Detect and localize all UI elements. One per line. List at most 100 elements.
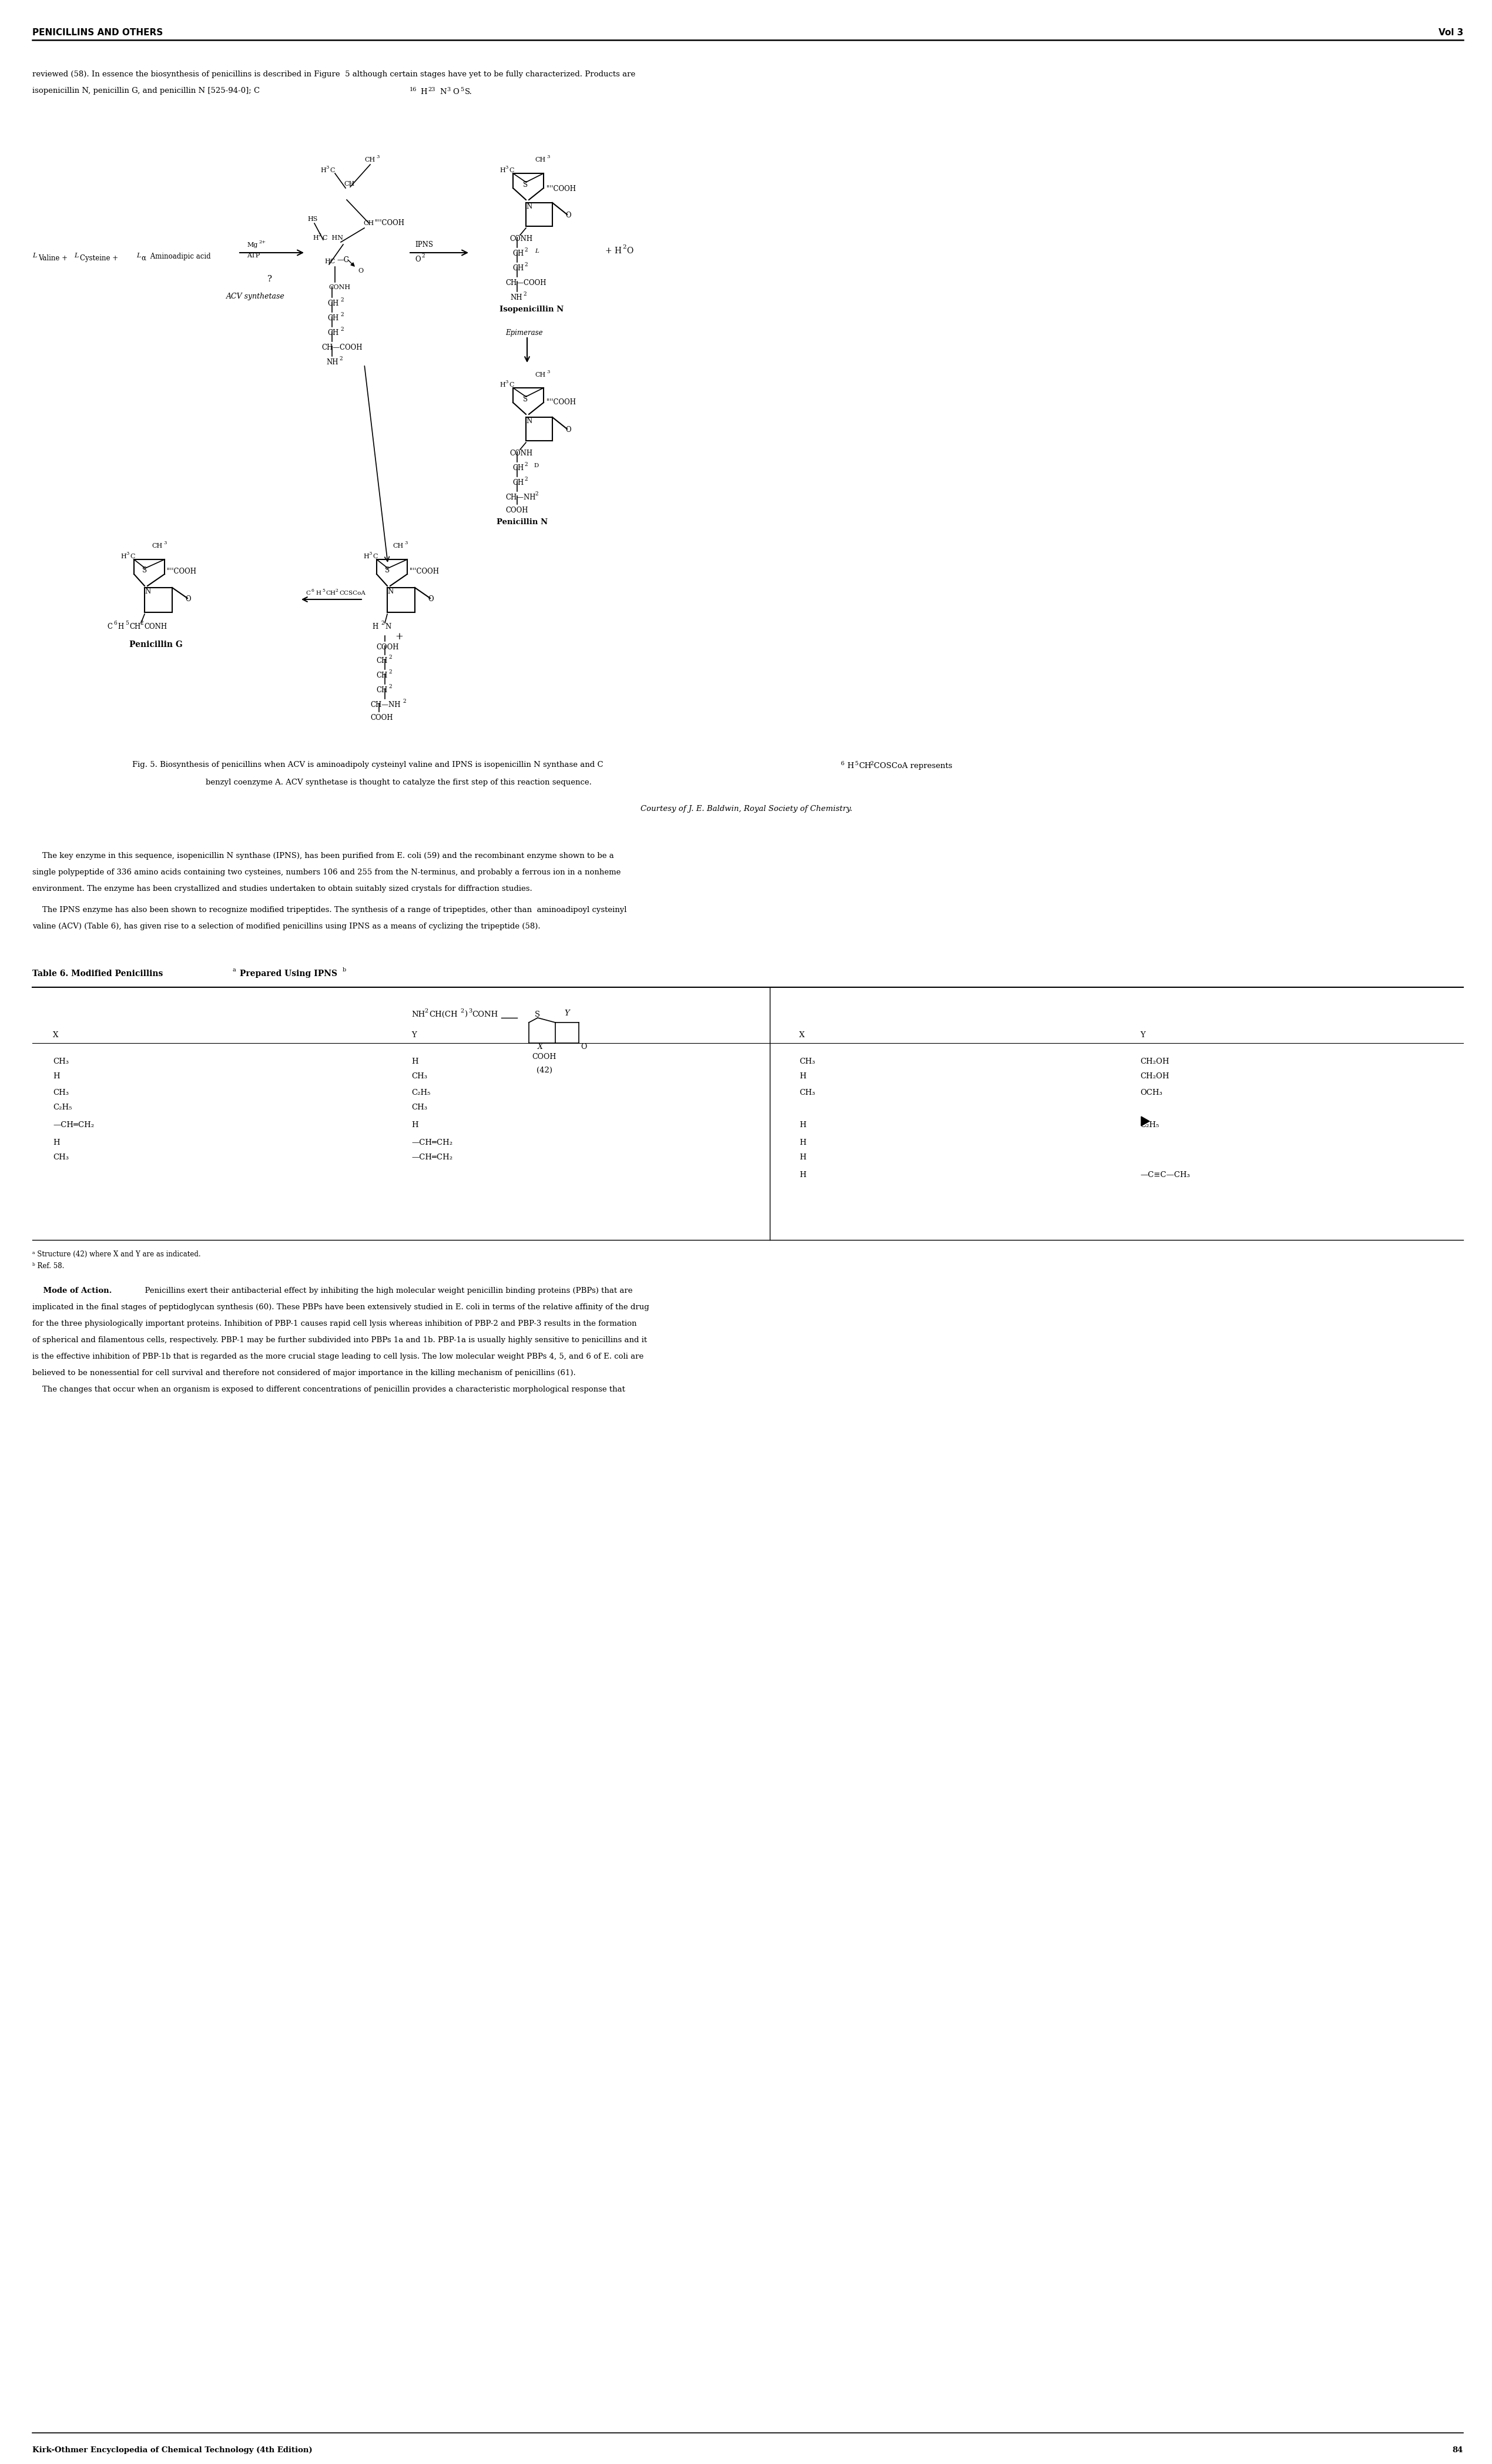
Text: C  HN: C HN <box>322 234 343 241</box>
Text: X: X <box>537 1042 543 1050</box>
Text: CH: CH <box>376 673 388 680</box>
Text: CH—NH: CH—NH <box>370 702 400 710</box>
Text: C: C <box>330 168 334 172</box>
Text: benzyl coenzyme A. ACV synthetase is thought to catalyze the first step of this : benzyl coenzyme A. ACV synthetase is tho… <box>206 779 592 786</box>
Text: NH: NH <box>327 357 339 367</box>
Text: 2: 2 <box>318 232 321 237</box>
Text: L: L <box>136 254 140 259</box>
Text: CH: CH <box>534 158 546 163</box>
Text: 2: 2 <box>870 761 873 766</box>
Text: O: O <box>565 212 571 219</box>
Text: PENICILLINS AND OTHERS: PENICILLINS AND OTHERS <box>33 27 163 37</box>
Text: Mode of Action.: Mode of Action. <box>33 1286 112 1294</box>
Text: CH₃: CH₃ <box>412 1104 427 1111</box>
Text: —C≡C—CH₃: —C≡C—CH₃ <box>1140 1170 1191 1178</box>
Text: 2: 2 <box>388 655 392 660</box>
Text: COSCoA represents: COSCoA represents <box>874 761 952 769</box>
Text: CH: CH <box>327 330 339 338</box>
Text: O: O <box>185 596 191 604</box>
Text: Kirk-Othmer Encyclopedia of Chemical Technology (4th Edition): Kirk-Othmer Encyclopedia of Chemical Tec… <box>33 2447 312 2454</box>
Text: NH: NH <box>412 1010 425 1018</box>
Text: CH: CH <box>858 761 871 769</box>
Text: ): ) <box>464 1010 467 1018</box>
Text: 2: 2 <box>622 244 627 249</box>
Text: H: H <box>372 623 377 631</box>
Text: —CH═CH₂: —CH═CH₂ <box>412 1153 452 1161</box>
Text: H: H <box>800 1138 806 1146</box>
Text: L: L <box>33 254 37 259</box>
Text: CH—COOH: CH—COOH <box>321 345 363 352</box>
Text: Prepared Using IPNS: Prepared Using IPNS <box>237 971 337 978</box>
Text: The key enzyme in this sequence, isopenicillin N synthase (IPNS), has been purif: The key enzyme in this sequence, isopeni… <box>33 853 613 860</box>
Text: ACV synthetase: ACV synthetase <box>227 293 285 301</box>
Text: CH: CH <box>512 264 524 271</box>
Text: O: O <box>452 89 460 96</box>
Text: ?: ? <box>267 276 272 283</box>
Text: HS: HS <box>307 217 318 222</box>
Text: Epimerase: Epimerase <box>506 330 543 338</box>
Text: 3: 3 <box>369 552 372 557</box>
Text: CH: CH <box>364 158 374 163</box>
Text: 2: 2 <box>380 621 383 626</box>
Text: Fig. 5. Biosynthesis of penicillins when ACV is aminoadipoly cysteinyl valine an: Fig. 5. Biosynthesis of penicillins when… <box>133 761 603 769</box>
Text: N: N <box>145 586 151 596</box>
Text: N: N <box>527 416 533 424</box>
Text: O: O <box>358 269 363 274</box>
Text: 2: 2 <box>340 313 343 318</box>
Text: 5: 5 <box>855 761 858 766</box>
Text: Mg: Mg <box>246 241 258 249</box>
Text: H: H <box>847 761 853 769</box>
Text: H: H <box>412 1121 418 1129</box>
Text: C: C <box>509 168 513 172</box>
Text: CH: CH <box>392 542 403 549</box>
Text: 2: 2 <box>388 685 392 690</box>
Text: 2: 2 <box>534 490 539 498</box>
Text: H: H <box>121 554 127 559</box>
Text: single polypeptide of 336 amino acids containing two cysteines, numbers 106 and : single polypeptide of 336 amino acids co… <box>33 867 621 877</box>
Text: CH₂OH: CH₂OH <box>1140 1072 1170 1079</box>
Text: D: D <box>534 463 539 468</box>
Text: 2: 2 <box>460 1008 464 1013</box>
Text: H: H <box>800 1170 806 1178</box>
Text: CONH: CONH <box>471 1010 498 1018</box>
Text: X: X <box>52 1032 58 1040</box>
Text: H: H <box>800 1121 806 1129</box>
Text: 2: 2 <box>403 700 406 705</box>
Text: ''''COOH: ''''COOH <box>546 185 576 192</box>
Text: ᵇ Ref. 58.: ᵇ Ref. 58. <box>33 1262 64 1269</box>
Text: 3: 3 <box>546 370 549 375</box>
Text: Vol 3: Vol 3 <box>1438 27 1464 37</box>
Text: 2: 2 <box>388 670 392 675</box>
Text: 3: 3 <box>125 552 128 557</box>
Text: 3: 3 <box>546 155 549 160</box>
Text: 2: 2 <box>334 589 337 594</box>
Text: C: C <box>373 554 377 559</box>
Text: 2: 2 <box>524 291 527 296</box>
Text: b: b <box>343 968 346 973</box>
Text: CH₂OH: CH₂OH <box>1140 1057 1170 1064</box>
Text: 2: 2 <box>524 461 528 468</box>
Text: N: N <box>527 202 533 209</box>
Text: CH(CH: CH(CH <box>430 1010 458 1018</box>
Text: Penicillin N: Penicillin N <box>497 517 548 525</box>
Text: of spherical and filamentous cells, respectively. PBP-1 may be further subdivide: of spherical and filamentous cells, resp… <box>33 1335 648 1343</box>
Text: CH: CH <box>152 542 163 549</box>
Text: 5: 5 <box>125 621 128 626</box>
Text: ''''COOH: ''''COOH <box>167 567 197 574</box>
Text: —C: —C <box>337 256 349 264</box>
Text: 2: 2 <box>421 254 425 259</box>
Text: CH₃: CH₃ <box>800 1057 815 1064</box>
Text: environment. The enzyme has been crystallized and studies undertaken to obtain s: environment. The enzyme has been crystal… <box>33 885 533 892</box>
Text: N: N <box>440 89 446 96</box>
Text: CCSCoA: CCSCoA <box>339 591 366 596</box>
Text: 3: 3 <box>504 379 507 384</box>
Text: H: H <box>800 1153 806 1161</box>
Text: Penicillin G: Penicillin G <box>130 641 182 648</box>
Text: C: C <box>107 623 112 631</box>
Text: H: H <box>363 554 369 559</box>
Text: 3: 3 <box>376 155 379 160</box>
Text: H: H <box>52 1138 60 1146</box>
Text: 6: 6 <box>840 761 844 766</box>
Text: The changes that occur when an organism is exposed to different concentrations o: The changes that occur when an organism … <box>33 1385 625 1392</box>
Text: H: H <box>412 1057 418 1064</box>
